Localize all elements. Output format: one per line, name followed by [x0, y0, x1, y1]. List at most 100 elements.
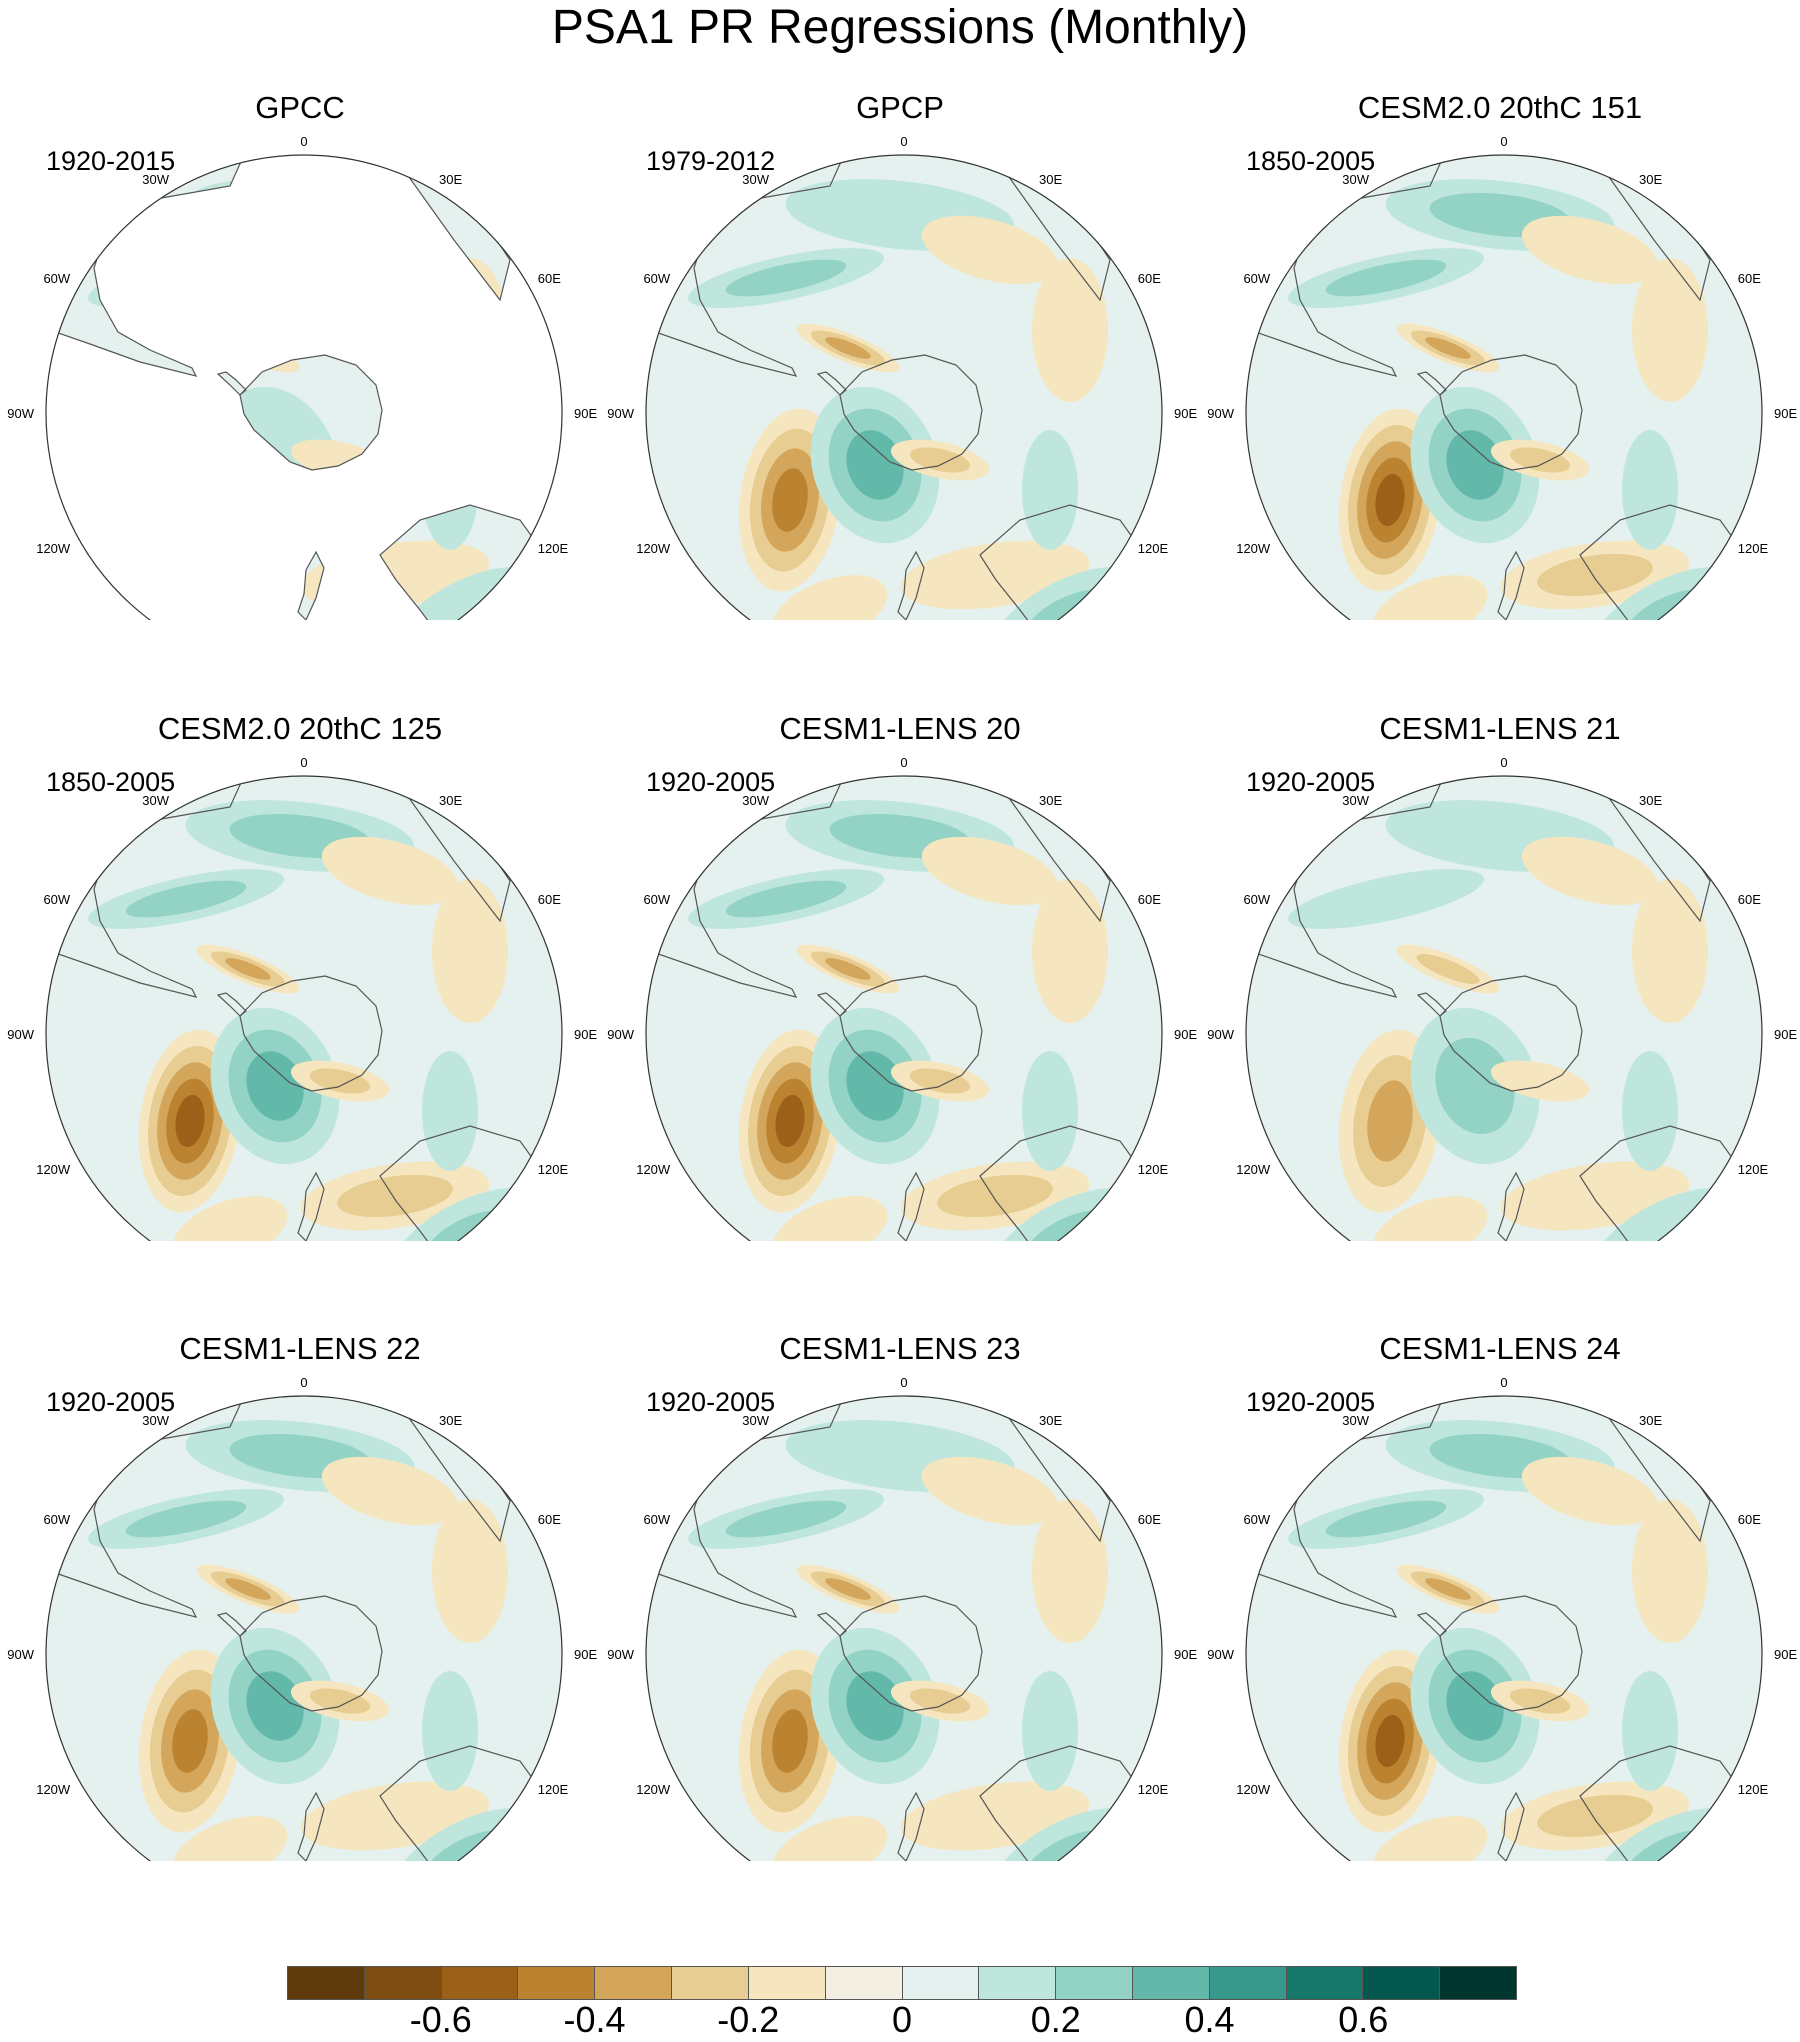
- anomaly-contour: [422, 430, 478, 550]
- lon-label-left: 90W: [1207, 406, 1234, 421]
- polar-map: 030E60E90E120E150E180150W120W90W60W30W: [607, 1375, 1197, 1861]
- lon-label-right: 90E: [1174, 406, 1197, 421]
- panel-period: 1850-2005: [46, 767, 176, 797]
- anomaly-contour: [321, 1456, 459, 1526]
- lon-label-top: 0: [1500, 134, 1507, 149]
- lon-label-left-lower: 120W: [636, 1162, 671, 1177]
- lon-label-left: 90W: [607, 406, 634, 421]
- lon-label-left-upper: 60W: [643, 892, 670, 907]
- anomaly-contour: [172, 575, 288, 620]
- colorbar-tick-label: 0.4: [1184, 1999, 1235, 2040]
- anomaly-contour: [290, 1060, 390, 1102]
- lon-label-right-lower: 120E: [538, 1782, 569, 1797]
- lon-label-top-left: 30W: [1342, 172, 1369, 187]
- lon-label-top-left: 30W: [142, 172, 169, 187]
- polar-map: 030E60E90E120E150E180150W120W90W60W30W: [607, 755, 1197, 1241]
- colorbar-swatch: [518, 1967, 596, 1999]
- anomaly-contour: [172, 1816, 288, 1861]
- panel-period: 1920-2005: [646, 767, 776, 797]
- anomaly-contour: [772, 1196, 888, 1241]
- lon-label-left-lower: 120W: [1236, 1162, 1271, 1177]
- anomaly-contour: [1410, 1007, 1540, 1165]
- anomaly-contour: [88, 869, 284, 929]
- anomaly-contour: [921, 1456, 1059, 1526]
- anomaly-contour: [422, 1671, 478, 1791]
- anomaly-contour: [890, 1060, 990, 1102]
- map-boundary: [45, 775, 563, 1241]
- anomaly-contour: [1490, 439, 1590, 481]
- lon-label-right: 90E: [1774, 406, 1797, 421]
- anomaly-contour: [1372, 575, 1488, 620]
- map-boundary: [45, 1395, 563, 1861]
- panel-lens-24: 030E60E90E120E150E180150W120W90W60W30W C…: [1200, 1241, 1800, 1861]
- anomaly-contour: [1410, 1627, 1540, 1785]
- polar-map: 030E60E90E120E150E180150W120W90W60W30W: [607, 134, 1197, 620]
- anomaly-contour: [321, 836, 459, 906]
- panel-title: CESM2.0 20thC 151: [1357, 90, 1643, 125]
- lon-label-top: 0: [1500, 1375, 1507, 1390]
- anomaly-contour: [921, 836, 1059, 906]
- lon-label-left: 90W: [1207, 1647, 1234, 1662]
- panel-gpcp: 030E60E90E120E150E180150W120W90W60W30W G…: [600, 0, 1200, 620]
- lon-label-right-upper: 60E: [538, 1512, 561, 1527]
- anomaly-contour: [738, 1649, 842, 1833]
- lon-label-left-upper: 60W: [43, 271, 70, 286]
- anomaly-contour: [1490, 1060, 1590, 1102]
- colorbar-swatch: [1286, 1967, 1364, 1999]
- panel-title: CESM1-LENS 22: [179, 1331, 421, 1366]
- colorbar-swatch: [1440, 1967, 1516, 1999]
- polar-map: 030E60E90E120E150E180150W120W90W60W30W: [7, 134, 597, 620]
- panel-lens-20: 030E60E90E120E150E180150W120W90W60W30W C…: [600, 621, 1200, 1241]
- anomaly-contour: [810, 386, 940, 544]
- lon-label-top-left: 30W: [742, 172, 769, 187]
- panel-title: CESM1-LENS 20: [779, 711, 1021, 746]
- lon-label-left-upper: 60W: [43, 1512, 70, 1527]
- colorbar-swatch: [1056, 1967, 1133, 1999]
- lon-label-top-right: 30E: [1039, 793, 1062, 808]
- anomaly-contour: [772, 575, 888, 620]
- panel-period: 1920-2005: [1246, 1387, 1376, 1417]
- anomaly-contour: [1632, 258, 1708, 402]
- anomaly-contour: [796, 1564, 900, 1614]
- lon-label-right-upper: 60E: [538, 892, 561, 907]
- anomaly-contour: [1288, 1489, 1484, 1549]
- lon-label-right: 90E: [1174, 1647, 1197, 1662]
- colorbar-swatch: [1209, 1967, 1287, 1999]
- anomaly-contour: [1521, 1456, 1659, 1526]
- colorbar-swatch: [595, 1967, 673, 1999]
- lon-label-right-upper: 60E: [1138, 1512, 1161, 1527]
- anomaly-contour: [1632, 1499, 1708, 1643]
- colorbar-tick-label: -0.6: [409, 1999, 472, 2040]
- panel-period: 1920-2005: [646, 1387, 776, 1417]
- colorbar-swatch: [902, 1967, 980, 1999]
- anomaly-contour: [1372, 1816, 1488, 1861]
- panel-cesm2-125: 030E60E90E120E150E180150W120W90W60W30W C…: [0, 621, 600, 1241]
- lon-label-left: 90W: [607, 1647, 634, 1662]
- lon-label-left-upper: 60W: [1243, 271, 1270, 286]
- lon-label-left-upper: 60W: [1243, 1512, 1270, 1527]
- anomaly-contour: [1022, 1671, 1078, 1791]
- anomaly-contour: [796, 323, 900, 373]
- colorbar-swatch: [364, 1967, 442, 1999]
- lon-label-top: 0: [1500, 755, 1507, 770]
- anomaly-contour: [1396, 944, 1500, 994]
- lon-label-left: 90W: [7, 1027, 34, 1042]
- anomaly-field: [1246, 776, 1762, 1241]
- map-boundary: [1245, 775, 1763, 1241]
- lon-label-left-lower: 120W: [636, 541, 671, 556]
- lon-label-left-lower: 120W: [636, 1782, 671, 1797]
- lon-label-left-upper: 60W: [643, 1512, 670, 1527]
- anomaly-contour: [890, 439, 990, 481]
- colorbar-swatch: [1363, 1967, 1441, 1999]
- polar-map: 030E60E90E120E150E180150W120W90W60W30W: [1207, 755, 1797, 1241]
- lon-label-left: 90W: [1207, 1027, 1234, 1042]
- lon-label-top-left: 30W: [1342, 1413, 1369, 1428]
- lon-label-right-upper: 60E: [1738, 271, 1761, 286]
- panel-lens-22: 030E60E90E120E150E180150W120W90W60W30W C…: [0, 1241, 600, 1861]
- polar-map: 030E60E90E120E150E180150W120W90W60W30W: [7, 1375, 597, 1861]
- panel-lens-23: 030E60E90E120E150E180150W120W90W60W30W C…: [600, 1241, 1200, 1861]
- anomaly-contour: [1622, 1671, 1678, 1791]
- panel-gpcc: 030E60E90E120E150E180150W120W90W60W30W G…: [0, 0, 600, 620]
- anomaly-contour: [1022, 1051, 1078, 1171]
- colorbar-boxes: [287, 1966, 1517, 2000]
